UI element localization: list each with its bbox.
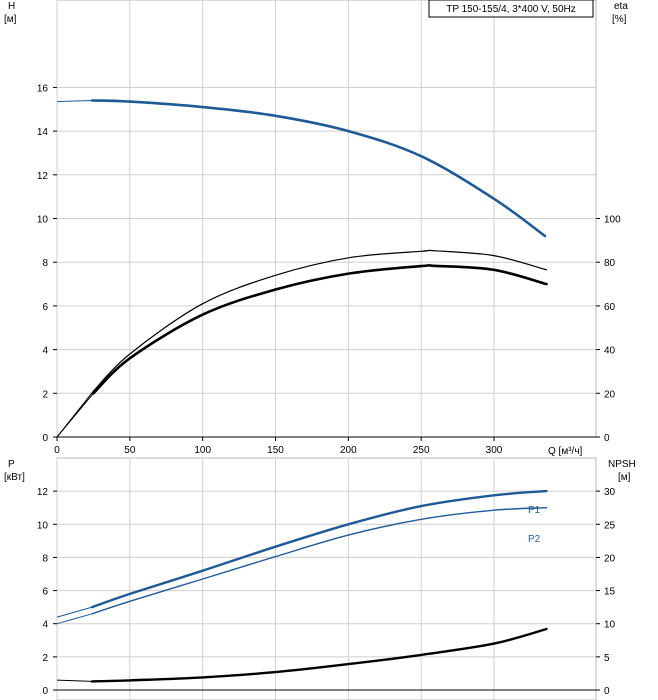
right-tick-label: 30 — [604, 487, 616, 498]
left-tick-label: 2 — [42, 389, 48, 400]
series-label-p2: P2 — [528, 534, 541, 545]
left-tick-label: 6 — [42, 302, 48, 313]
lower-left-axis-name: P — [8, 459, 15, 470]
left-tick-label: 8 — [42, 258, 48, 269]
series-line-extension — [56, 392, 94, 438]
left-tick-label: 16 — [37, 83, 49, 94]
power-npsh-chart: 0 2 4 6 8 10 12 0 5 10 15 20 25 30 P [кВт] NPSH [м] P… — [4, 457, 636, 700]
series-line-extension — [56, 613, 93, 625]
x-tick-label: 100 — [194, 445, 211, 456]
series-line-extension — [56, 679, 93, 682]
upper-grid — [56, 0, 596, 438]
right-tick-label: 5 — [604, 653, 610, 664]
upper-left-axis-unit: [м] — [4, 14, 17, 25]
right-tick-label: 20 — [604, 389, 616, 400]
series-line — [90, 489, 548, 609]
left-tick-label: 0 — [42, 433, 48, 444]
right-tick-label: 10 — [604, 620, 616, 631]
series-line — [92, 264, 548, 395]
right-tick-label: 100 — [604, 215, 621, 226]
x-tick-label: 0 — [54, 445, 60, 456]
left-tick-label: 10 — [37, 520, 49, 531]
lower-right-axis-unit: [м] — [618, 472, 631, 483]
upper-right-axis-name: eta — [614, 1, 628, 12]
series-line-extension — [56, 606, 93, 618]
x-tick-label: 250 — [413, 445, 430, 456]
left-tick-label: 12 — [37, 171, 49, 182]
right-tick-label: 15 — [604, 587, 616, 598]
series-line-extension — [56, 100, 93, 103]
left-tick-label: 0 — [42, 686, 48, 697]
series-line — [90, 99, 547, 238]
right-tick-label: 0 — [604, 686, 610, 697]
upper-left-axis-name: H — [8, 1, 15, 12]
x-tick-label: 200 — [340, 445, 357, 456]
left-tick-label: 12 — [37, 487, 49, 498]
left-tick-label: 8 — [42, 553, 48, 564]
x-axis-label: Q [м³/ч] — [548, 446, 583, 457]
left-tick-label: 6 — [42, 587, 48, 598]
right-tick-label: 40 — [604, 346, 616, 357]
x-tick-label: 50 — [124, 445, 136, 456]
head-efficiency-chart: 0 2 4 6 8 10 12 14 16 0 20 40 60 80 100 0 50 100 150 200 250… — [4, 0, 628, 457]
series-line — [90, 627, 548, 683]
right-tick-label: 20 — [604, 553, 616, 564]
series-line — [92, 249, 548, 392]
right-tick-label: 60 — [604, 302, 616, 313]
x-tick-label: 300 — [486, 445, 503, 456]
lower-left-axis-unit: [кВт] — [4, 472, 25, 483]
left-tick-label: 14 — [37, 127, 49, 138]
series-label-p1: P1 — [528, 505, 541, 516]
left-tick-label: 10 — [37, 215, 49, 226]
right-tick-label: 25 — [604, 520, 616, 531]
left-tick-label: 4 — [42, 346, 48, 357]
upper-tick-labels: 0 2 4 6 8 10 12 14 16 0 20 40 60 80 100 0 50 100 150 200 250… — [37, 83, 621, 456]
lower-series — [56, 489, 548, 683]
lower-tick-labels: 0 2 4 6 8 10 12 0 5 10 15 20 25 30 — [37, 487, 616, 697]
left-tick-label: 4 — [42, 620, 48, 631]
series-line — [91, 507, 548, 615]
right-tick-label: 0 — [604, 433, 610, 444]
chart-title: TP 150-155/4, 3*400 V, 50Hz — [446, 4, 576, 15]
lower-grid — [56, 458, 596, 700]
left-tick-label: 2 — [42, 653, 48, 664]
upper-right-axis-unit: [%] — [612, 14, 627, 25]
upper-series — [56, 99, 548, 438]
chart-title-box: TP 150-155/4, 3*400 V, 50Hz — [428, 0, 594, 18]
x-tick-label: 150 — [267, 445, 284, 456]
lower-right-axis-name: NPSH — [608, 459, 636, 470]
right-tick-label: 80 — [604, 258, 616, 269]
